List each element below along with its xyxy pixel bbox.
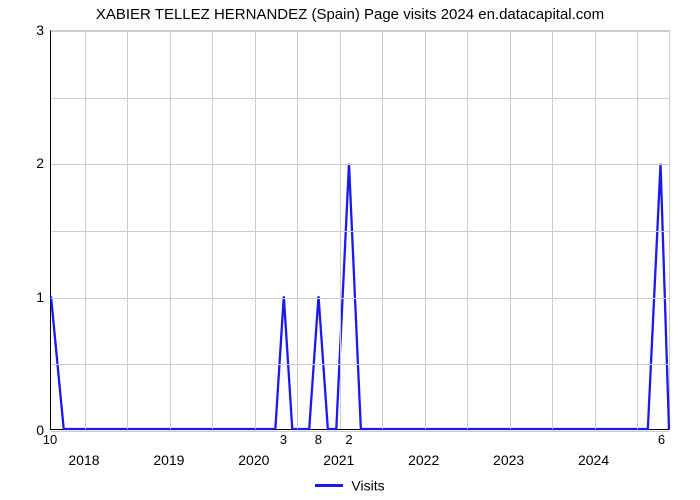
y-tick-label: 3 bbox=[0, 22, 44, 38]
gridline-v bbox=[467, 31, 468, 429]
gridline-v bbox=[85, 31, 86, 429]
point-label: 3 bbox=[280, 432, 287, 447]
y-tick-label: 2 bbox=[0, 155, 44, 171]
gridline-h bbox=[51, 431, 669, 432]
gridline-v bbox=[552, 31, 553, 429]
gridline-v bbox=[170, 31, 171, 429]
legend-swatch bbox=[315, 484, 343, 487]
point-label: 10 bbox=[43, 432, 57, 447]
line-series bbox=[51, 31, 669, 429]
point-label: 6 bbox=[658, 432, 665, 447]
x-tick-label: 2023 bbox=[493, 452, 524, 468]
gridline-v bbox=[510, 31, 511, 429]
gridline-v bbox=[382, 31, 383, 429]
x-tick-label: 2020 bbox=[238, 452, 269, 468]
point-label: 2 bbox=[345, 432, 352, 447]
legend-label: Visits bbox=[351, 477, 384, 493]
gridline-v bbox=[637, 31, 638, 429]
gridline-v bbox=[595, 31, 596, 429]
point-label: 8 bbox=[315, 432, 322, 447]
y-tick-label: 0 bbox=[0, 422, 44, 438]
plot-area bbox=[50, 30, 670, 430]
y-tick-label: 1 bbox=[0, 289, 44, 305]
chart-title: XABIER TELLEZ HERNANDEZ (Spain) Page vis… bbox=[0, 6, 700, 23]
x-tick-label: 2022 bbox=[408, 452, 439, 468]
gridline-v bbox=[297, 31, 298, 429]
chart-container: XABIER TELLEZ HERNANDEZ (Spain) Page vis… bbox=[0, 0, 700, 500]
gridline-v bbox=[127, 31, 128, 429]
gridline-h bbox=[51, 364, 669, 365]
gridline-h bbox=[51, 31, 669, 32]
gridline-v bbox=[340, 31, 341, 429]
x-tick-label: 2018 bbox=[68, 452, 99, 468]
gridline-h bbox=[51, 98, 669, 99]
x-tick-label: 2021 bbox=[323, 452, 354, 468]
gridline-h bbox=[51, 298, 669, 299]
gridline-h bbox=[51, 231, 669, 232]
x-tick-label: 2024 bbox=[578, 452, 609, 468]
gridline-h bbox=[51, 164, 669, 165]
gridline-v bbox=[255, 31, 256, 429]
legend: Visits bbox=[0, 476, 700, 493]
x-tick-label: 2019 bbox=[153, 452, 184, 468]
gridline-v bbox=[212, 31, 213, 429]
gridline-v bbox=[425, 31, 426, 429]
